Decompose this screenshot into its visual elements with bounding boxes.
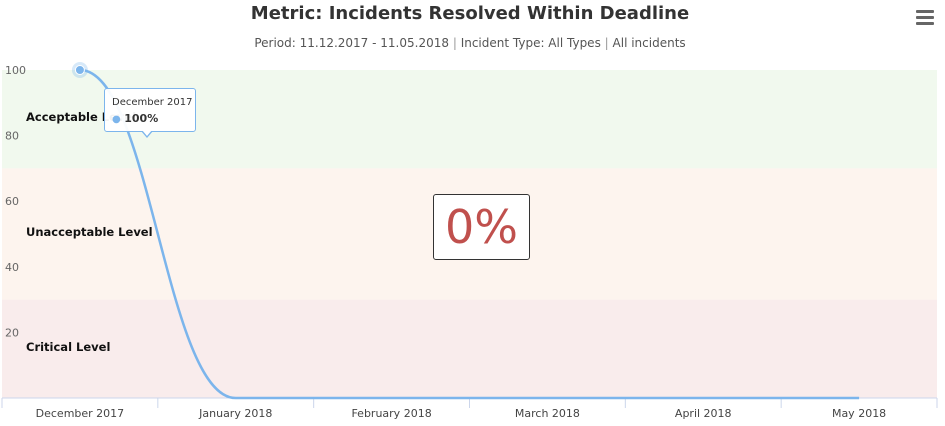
subtitle-scope: All incidents <box>612 36 686 50</box>
x-tick-label: April 2018 <box>675 407 732 420</box>
x-axis: December 2017 January 2018 February 2018 Ma… <box>1 397 938 420</box>
plot-band <box>2 299 937 398</box>
chart-title: Metric: Incidents Resolved Within Deadli… <box>250 3 690 24</box>
x-tick-label: February 2018 <box>351 407 431 420</box>
x-tick-label: May 2018 <box>832 407 886 420</box>
tooltip-series-dot: ● <box>112 114 121 125</box>
series-line <box>79 68 860 400</box>
tooltip-value: 100% <box>124 112 159 125</box>
x-tick-label: March 2018 <box>515 407 580 420</box>
x-tick-label: January 2018 <box>198 407 272 420</box>
summary-value: 0% <box>445 200 518 254</box>
hamburger-menu-icon[interactable] <box>916 10 934 26</box>
y-axis-ticks: 20 40 60 80 100 <box>5 64 26 339</box>
subtitle-period: Period: 11.12.2017 - 11.05.2018 <box>254 36 449 50</box>
subtitle-separator: | <box>452 36 457 50</box>
y-tick-label: 20 <box>5 326 19 339</box>
chart-subtitle: Period: 11.12.2017 - 11.05.2018 | Incide… <box>0 36 940 50</box>
band-label: Critical Level <box>26 340 110 354</box>
y-tick-label: 60 <box>5 195 19 208</box>
y-tick-label: 100 <box>5 64 26 77</box>
band-label: Unacceptable Level <box>26 225 153 239</box>
y-tick-label: 40 <box>5 261 19 274</box>
x-tick-label: December 2017 <box>36 407 125 420</box>
subtitle-incident-type: Incident Type: All Types <box>460 36 601 50</box>
summary-value-box: 0% <box>433 194 530 260</box>
series-layer <box>71 62 860 400</box>
tooltip-pointer <box>141 130 153 138</box>
data-point[interactable] <box>74 65 85 75</box>
y-tick-label: 80 <box>5 130 19 143</box>
subtitle-separator: | <box>604 36 609 50</box>
tooltip-month: December 2017 <box>112 97 193 108</box>
data-tooltip: December 2017 ● 100% <box>104 88 196 132</box>
